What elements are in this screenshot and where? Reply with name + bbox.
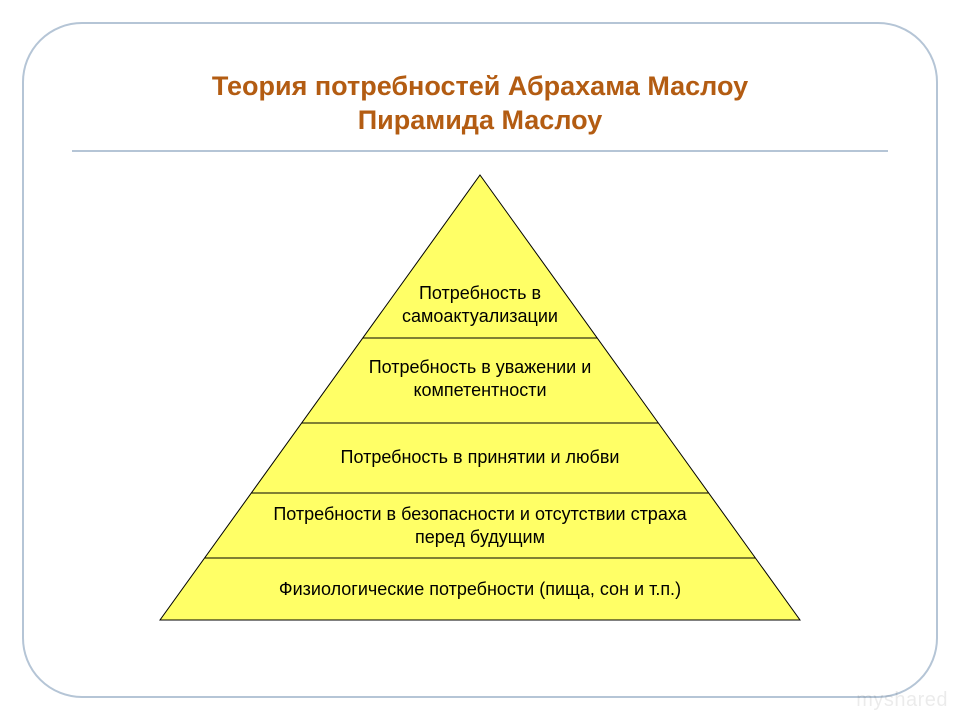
title-line-2: Пирамида Маслоу — [358, 105, 603, 135]
page-title: Теория потребностей Абрахама Маслоу Пира… — [0, 70, 960, 138]
pyramid-svg — [130, 170, 830, 630]
watermark: myshared — [856, 689, 948, 712]
maslow-pyramid: Потребность всамоактуализации Потребност… — [130, 170, 830, 630]
title-divider — [72, 150, 888, 152]
title-line-1: Теория потребностей Абрахама Маслоу — [212, 71, 748, 101]
